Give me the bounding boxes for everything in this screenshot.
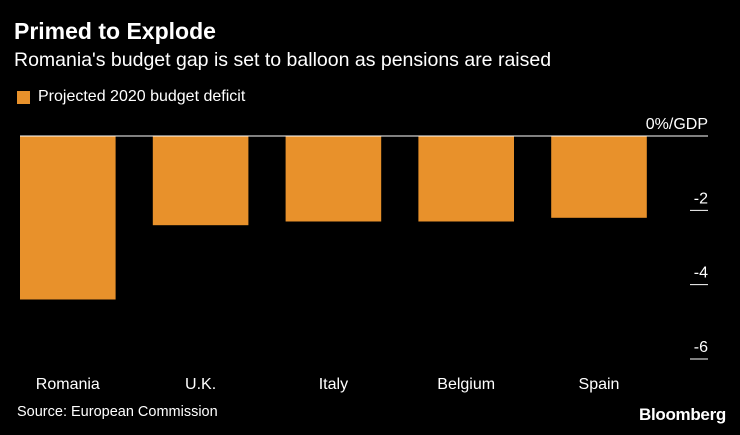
y-tick-label: -4 bbox=[694, 265, 708, 282]
source-note: Source: European Commission bbox=[17, 404, 218, 420]
x-tick-label: U.K. bbox=[185, 376, 216, 393]
legend: Projected 2020 budget deficit bbox=[17, 88, 245, 106]
y-tick-label: 0%/GDP bbox=[646, 116, 708, 133]
chart-title: Primed to Explode bbox=[14, 18, 216, 44]
bar-italy bbox=[285, 136, 382, 222]
x-tick-label: Spain bbox=[579, 376, 620, 393]
bar-romania bbox=[20, 136, 116, 300]
bloomberg-logo: Bloomberg bbox=[638, 405, 726, 424]
legend-swatch bbox=[17, 90, 30, 104]
x-tick-label: Romania bbox=[36, 376, 100, 393]
bar-spain bbox=[551, 136, 647, 218]
y-tick-label: -2 bbox=[694, 190, 708, 207]
x-tick-label: Italy bbox=[319, 376, 348, 393]
x-tick-label: Belgium bbox=[437, 376, 495, 393]
y-tick-label: -6 bbox=[694, 339, 708, 356]
chart-subtitle: Romania's budget gap is set to balloon a… bbox=[14, 49, 552, 71]
bar-belgium bbox=[418, 136, 514, 222]
legend-label: Projected 2020 budget deficit bbox=[38, 88, 246, 105]
bar-uk bbox=[152, 136, 249, 226]
